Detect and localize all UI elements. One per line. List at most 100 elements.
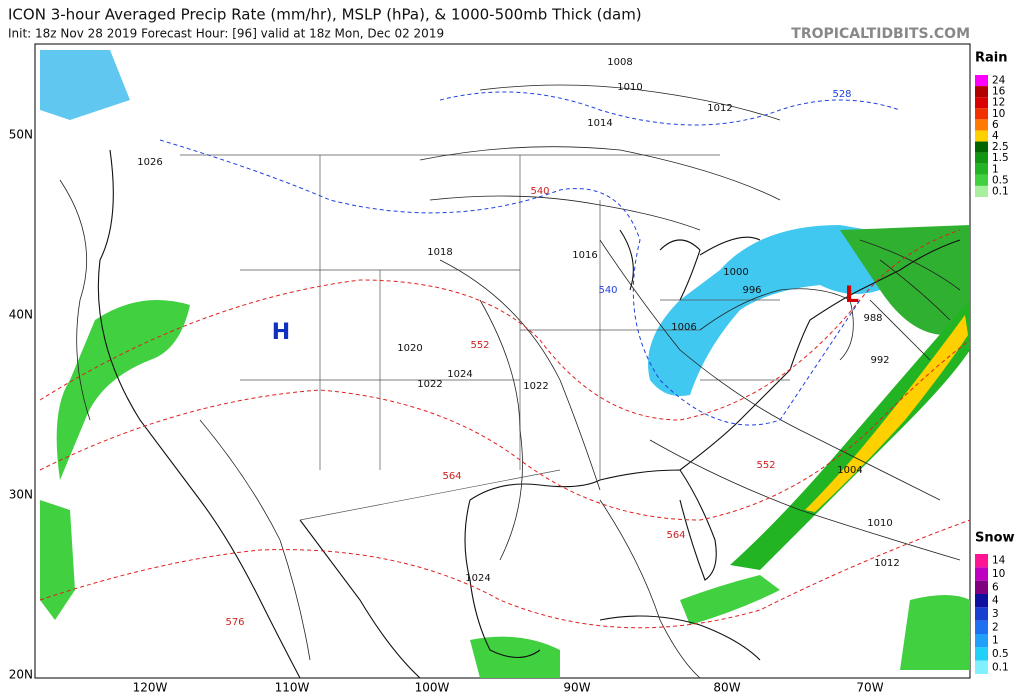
legend-level: 2 — [992, 621, 999, 633]
thickness-label: 552 — [470, 340, 489, 351]
thickness — [39, 91, 971, 629]
legend-swatch — [975, 185, 988, 197]
pressure-center: H — [272, 320, 290, 345]
isobar-label: 1010 — [867, 518, 892, 529]
rain-west — [56, 300, 190, 480]
legend-level: 16 — [992, 86, 1006, 98]
legend-level: 1.5 — [992, 152, 1009, 164]
legend-swatch — [975, 567, 988, 581]
legend-level: 1 — [992, 635, 999, 647]
legend-level: 2.5 — [992, 141, 1009, 153]
legend-level: 4 — [992, 595, 999, 607]
isobar-label: 1008 — [607, 57, 632, 68]
rain-core — [805, 315, 968, 512]
title: ICON 3-hour Averaged Precip Rate (mm/hr)… — [8, 6, 642, 24]
legend-swatch — [975, 634, 988, 648]
isobar-label: 1024 — [465, 573, 490, 584]
lat-label: 20N — [9, 668, 33, 682]
legend-swatch — [975, 130, 988, 142]
lat-label: 50N — [9, 128, 33, 142]
legend-level: 14 — [992, 555, 1006, 567]
pressure-center: L — [845, 283, 859, 308]
isobar-label: 1006 — [671, 322, 696, 333]
precip — [40, 50, 970, 678]
thickness-label: 540 — [598, 285, 617, 296]
legend-level: 6 — [992, 581, 999, 593]
legend-level: 1 — [992, 163, 999, 175]
legend-swatch — [975, 554, 988, 568]
legend-title: Snow — [975, 531, 1015, 546]
isobar-label: 988 — [863, 313, 882, 324]
isobar-label: 1010 — [617, 82, 642, 93]
thickness-label: 576 — [225, 617, 244, 628]
legend-level: 10 — [992, 108, 1005, 120]
thickness-label: 564 — [666, 530, 685, 541]
legend-swatch — [975, 97, 988, 109]
legend-level: 24 — [992, 75, 1006, 87]
legend-swatch — [975, 660, 988, 674]
isobar-label: 1024 — [447, 369, 472, 380]
isobar-label: 1014 — [587, 118, 612, 129]
legend-swatch — [975, 174, 988, 186]
isobar-label: 1000 — [723, 267, 748, 278]
legend-swatch — [975, 647, 988, 661]
legend-swatch — [975, 607, 988, 621]
isobar-label: 1020 — [397, 343, 422, 354]
legend-swatch — [975, 620, 988, 634]
lat-label: 40N — [9, 308, 33, 322]
lon-label: 120W — [133, 681, 168, 695]
thickness-label: 564 — [442, 471, 461, 482]
isobar-label: 1018 — [427, 247, 452, 258]
legend-title: Rain — [975, 51, 1008, 66]
map-labels: 50N 40N 30N 20N 120W 110W 100W 90W 80W 70W 1008 101… — [9, 57, 900, 695]
thickness-label: 540 — [530, 186, 549, 197]
isobar-label: 1004 — [837, 465, 862, 476]
legend-level: 6 — [992, 119, 999, 131]
legend-level: 0.1 — [992, 185, 1009, 197]
legend-swatch — [975, 163, 988, 175]
rain-carib — [680, 575, 780, 625]
legend-level: 12 — [992, 97, 1005, 109]
isobar-label: 1012 — [874, 558, 899, 569]
isobar-label: 1026 — [137, 157, 162, 168]
legend-swatch — [975, 75, 988, 87]
legend-level: 4 — [992, 130, 999, 142]
isobar-label: 1022 — [417, 379, 442, 390]
legend-swatch — [975, 152, 988, 164]
snow-nw — [40, 50, 130, 120]
legend-level: 0.1 — [992, 661, 1009, 673]
lon-label: 110W — [275, 681, 310, 695]
lon-label: 90W — [563, 681, 590, 695]
legend-swatch — [975, 594, 988, 608]
legend-swatch — [975, 119, 988, 131]
snow-area — [648, 225, 890, 396]
lon-label: 80W — [713, 681, 740, 695]
map-frame — [34, 43, 971, 679]
legend-level: 0.5 — [992, 174, 1009, 186]
site-credit: TROPICALTIDBITS.COM — [791, 26, 970, 42]
lat-label: 30N — [9, 488, 33, 502]
legend-swatch — [975, 141, 988, 153]
lon-label: 100W — [415, 681, 450, 695]
legend-swatch — [975, 86, 988, 98]
legend-swatch — [975, 580, 988, 594]
legend-swatch — [975, 108, 988, 120]
thickness-label: 528 — [832, 89, 851, 100]
legend-level: 3 — [992, 608, 999, 620]
isobar-label: 992 — [870, 355, 889, 366]
thickness-label: 552 — [756, 460, 775, 471]
isobar-label: 1016 — [572, 250, 597, 261]
legend-level: 10 — [992, 568, 1005, 580]
isobar-label: 996 — [742, 285, 761, 296]
isobars — [59, 84, 961, 679]
isobar-label: 1012 — [707, 103, 732, 114]
rain-sw — [40, 500, 75, 620]
lon-label: 70W — [856, 681, 883, 695]
legends: Rain24161210642.51.510.50.1Snow141064321… — [975, 51, 1015, 674]
rain-band — [730, 300, 970, 570]
subtitle: Init: 18z Nov 28 2019 Forecast Hour: [96… — [8, 27, 444, 41]
legend-level: 0.5 — [992, 648, 1009, 660]
rain-atlantic — [900, 595, 970, 670]
isobar-label: 1022 — [523, 381, 548, 392]
